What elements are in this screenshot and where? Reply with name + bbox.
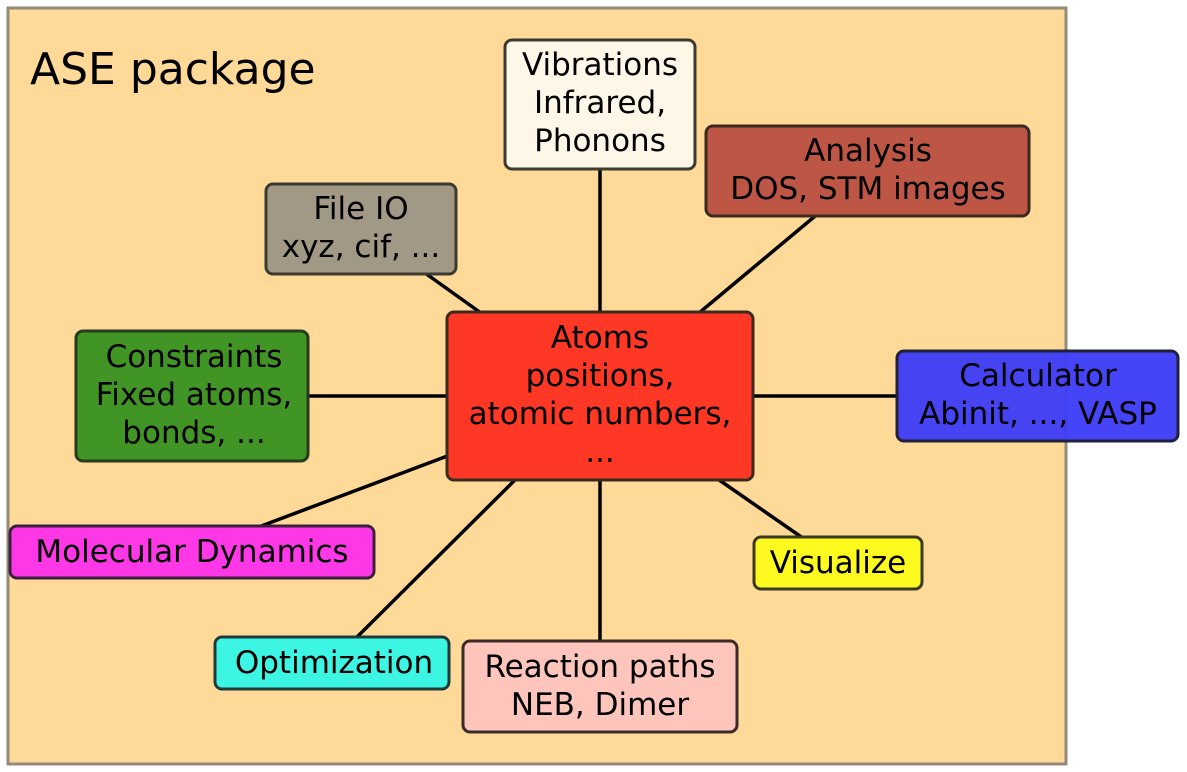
calculator-box <box>895 349 1180 443</box>
optimization-label: Optimization <box>235 645 433 681</box>
atoms-line-1: Atoms <box>551 320 649 356</box>
analysis-box <box>704 124 1031 218</box>
file-io-box <box>264 182 458 276</box>
calculator-line-1: Calculator <box>959 358 1117 394</box>
molecular-dynamics-label: Molecular Dynamics <box>35 534 348 570</box>
analysis-line-1: Analysis <box>804 133 932 169</box>
connector-visualize <box>711 473 811 545</box>
visualize-label: Visualize <box>770 545 907 581</box>
reaction-paths-node: Reaction paths NEB, Dimer <box>461 639 739 734</box>
vibrations-box <box>503 38 697 171</box>
visualize-box <box>752 535 924 591</box>
reaction-paths-line-2: NEB, Dimer <box>511 687 690 723</box>
optimization-box <box>213 635 451 691</box>
vibrations-line-3: Phonons <box>534 123 666 159</box>
atoms-box <box>445 310 755 482</box>
reaction-paths-line-1: Reaction paths <box>484 649 715 685</box>
file-io-node: File IO xyz, cif, ... <box>264 182 458 276</box>
package-title: ASE package <box>30 44 316 95</box>
connectors <box>239 168 900 644</box>
connector-analysis <box>691 210 822 320</box>
molecular-dynamics-box <box>8 524 376 580</box>
connector-optimization <box>351 473 522 643</box>
vibrations-line-2: Infrared, <box>534 85 666 121</box>
atoms-line-2: positions, <box>526 358 675 394</box>
connector-file-io <box>416 266 490 320</box>
constraints-line-3: bonds, ... <box>122 415 265 451</box>
constraints-line-1: Constraints <box>106 339 283 375</box>
vibrations-node: Vibrations Infrared, Phonons <box>503 38 697 171</box>
connector-molecular-dynamics <box>239 453 451 536</box>
atoms-line-4: ... <box>585 434 615 470</box>
constraints-box <box>74 329 310 463</box>
file-io-line-1: File IO <box>313 191 408 227</box>
file-io-line-2: xyz, cif, ... <box>282 229 441 265</box>
calculator-node: Calculator Abinit, ..., VASP <box>895 349 1180 443</box>
calculator-line-2: Abinit, ..., VASP <box>919 396 1157 432</box>
vibrations-line-1: Vibrations <box>522 47 678 83</box>
analysis-node: Analysis DOS, STM images <box>704 124 1031 218</box>
optimization-node: Optimization <box>213 635 451 691</box>
visualize-node: Visualize <box>752 535 924 591</box>
atoms-line-3: atomic numbers, <box>469 396 732 432</box>
atoms-node: Atoms positions, atomic numbers, ... <box>445 310 755 482</box>
reaction-paths-box <box>461 639 739 734</box>
constraints-node: Constraints Fixed atoms, bonds, ... <box>74 329 310 463</box>
constraints-line-2: Fixed atoms, <box>96 377 293 413</box>
analysis-line-2: DOS, STM images <box>730 171 1006 207</box>
molecular-dynamics-node: Molecular Dynamics <box>8 524 376 580</box>
